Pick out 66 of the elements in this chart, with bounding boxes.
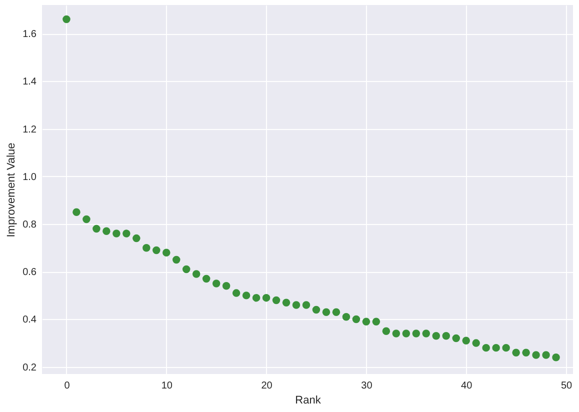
point (152, 246, 160, 254)
point (272, 296, 280, 304)
point (172, 256, 180, 264)
point (352, 315, 360, 324)
y-tick-label: 0.8 (22, 220, 37, 231)
y-tick-label: 1.2 (22, 124, 37, 136)
point (142, 244, 150, 252)
point (202, 274, 210, 283)
x-tick-label: 50 (560, 380, 573, 392)
point (122, 230, 130, 238)
point (92, 224, 100, 233)
point (262, 294, 270, 302)
point (222, 282, 230, 290)
point (522, 348, 530, 356)
point (472, 339, 480, 347)
point (72, 208, 80, 216)
point (282, 298, 290, 306)
y-tick-label: 1.6 (22, 29, 37, 40)
y-tick-label: 0.6 (22, 267, 37, 278)
point (402, 330, 410, 338)
point (552, 353, 560, 362)
point (532, 351, 540, 359)
x-tick-label: 10 (161, 380, 173, 392)
point (252, 294, 260, 302)
y-tick-label: 1.0 (22, 172, 37, 183)
point (242, 292, 250, 300)
point (502, 344, 510, 352)
point (422, 330, 430, 338)
point (82, 215, 90, 224)
point (232, 289, 240, 297)
point (462, 336, 470, 345)
point (302, 301, 310, 309)
point (432, 332, 440, 340)
point (442, 332, 450, 340)
y-tick-label: 0.2 (22, 362, 37, 374)
point (452, 334, 460, 342)
point (162, 248, 170, 256)
point (542, 351, 550, 359)
point (112, 230, 120, 238)
point (132, 234, 140, 242)
point (312, 306, 320, 314)
point (182, 265, 190, 274)
point (382, 327, 390, 336)
point (192, 270, 200, 278)
point (482, 344, 490, 352)
point (512, 348, 520, 356)
point (492, 344, 500, 352)
x-tick-label: 0 (64, 380, 70, 392)
point (292, 301, 300, 309)
point (342, 313, 350, 321)
x-axis-title: Rank (295, 394, 322, 406)
point (392, 330, 400, 338)
x-tick-label: 30 (361, 380, 373, 392)
point (62, 15, 70, 24)
point (332, 308, 340, 316)
point (412, 330, 420, 338)
point (372, 318, 380, 326)
point (362, 318, 370, 326)
point (102, 227, 110, 236)
y-axis-title: Improvement Value (6, 142, 18, 238)
x-tick-label: 40 (461, 380, 473, 392)
point (322, 308, 330, 316)
point (212, 280, 220, 288)
y-tick-label: 0.4 (22, 314, 37, 326)
y-tick-label: 1.4 (22, 76, 37, 88)
x-tick-label: 20 (261, 380, 273, 392)
